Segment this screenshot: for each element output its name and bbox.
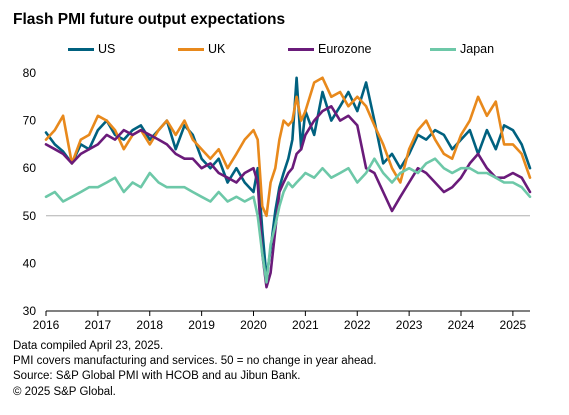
y-tick-label-50: 50	[23, 209, 37, 223]
x-tick-label-2019: 2019	[188, 318, 215, 332]
x-tick-label-2025: 2025	[500, 318, 527, 332]
x-tick-label-2018: 2018	[136, 318, 163, 332]
y-tick-label-30: 30	[23, 304, 37, 318]
legend-item-us: US	[68, 42, 115, 56]
legend-swatch-uk	[178, 47, 204, 51]
note-pmi-coverage: PMI covers manufacturing and services. 5…	[13, 355, 377, 368]
x-tick-label-2017: 2017	[85, 318, 112, 332]
line-chart: 30 40 50 60 70 80 2016 2017 2018 2019 2020 2021 2022…	[23, 66, 532, 332]
y-tick-label-40: 40	[23, 256, 37, 270]
chart-notes: Data compiled April 23, 2025. PMI covers…	[13, 339, 376, 400]
legend-swatch-japan	[430, 47, 456, 51]
legend-item-eurozone: Eurozone	[288, 42, 372, 56]
legend-item-japan: Japan	[430, 42, 494, 56]
legend-label-uk: UK	[208, 42, 226, 56]
chart-title: Flash PMI future output expectations	[13, 11, 286, 28]
note-source: Source: S&P Global PMI with HCOB and au …	[13, 370, 301, 383]
legend-label-us: US	[98, 42, 116, 56]
x-tick-label-2021: 2021	[292, 318, 319, 332]
series-line-us	[44, 76, 532, 279]
y-tick-label-80: 80	[23, 66, 37, 80]
y-tick-label-70: 70	[23, 114, 37, 128]
series-line-japan	[44, 157, 532, 284]
legend-item-uk: UK	[178, 42, 225, 56]
note-copyright: © 2025 S&P Global.	[13, 385, 116, 398]
x-tick-label-2023: 2023	[396, 318, 423, 332]
y-tick-label-60: 60	[23, 161, 37, 175]
legend-swatch-eurozone	[288, 47, 314, 51]
series-line-eurozone	[44, 105, 532, 289]
x-tick-label-2020: 2020	[240, 318, 267, 332]
series-line-uk	[44, 76, 532, 218]
legend-label-eurozone: Eurozone	[318, 42, 372, 56]
legend-swatch-us	[68, 47, 94, 51]
note-data-compiled: Data compiled April 23, 2025.	[13, 340, 164, 352]
legend-label-japan: Japan	[460, 42, 495, 56]
x-tick-label-2016: 2016	[33, 318, 60, 332]
x-tick-label-2024: 2024	[448, 318, 475, 332]
x-tick-label-2022: 2022	[344, 318, 371, 332]
